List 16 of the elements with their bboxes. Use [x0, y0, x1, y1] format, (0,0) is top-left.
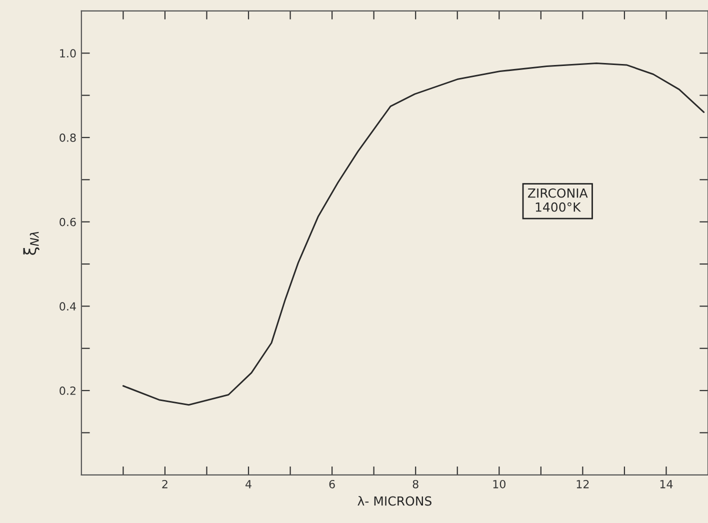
- x-tick-label: 10: [493, 480, 506, 488]
- x-tick-label: 6: [329, 480, 335, 488]
- y-tick-label: 0.6: [60, 218, 76, 226]
- x-tick-label: 12: [576, 480, 589, 488]
- x-tick-label: 4: [246, 480, 252, 488]
- x-tick-label: 2: [162, 480, 168, 488]
- line-series: [122, 62, 705, 406]
- y-axis-title: ξ$_{Nλ}$: [23, 232, 40, 255]
- y-tick-label: 0.4: [60, 302, 76, 311]
- x-axis-title: λ- MICRONS: [358, 496, 432, 506]
- x-tick-label: 8: [412, 480, 418, 488]
- x-tick-label: 14: [660, 480, 673, 488]
- annotation: ZIRCONIA 1400°K: [528, 188, 588, 212]
- y-tick-label: 0.2: [60, 386, 76, 395]
- y-tick-label: 0.8: [60, 133, 76, 142]
- y-tick-label: 1.0: [60, 49, 76, 58]
